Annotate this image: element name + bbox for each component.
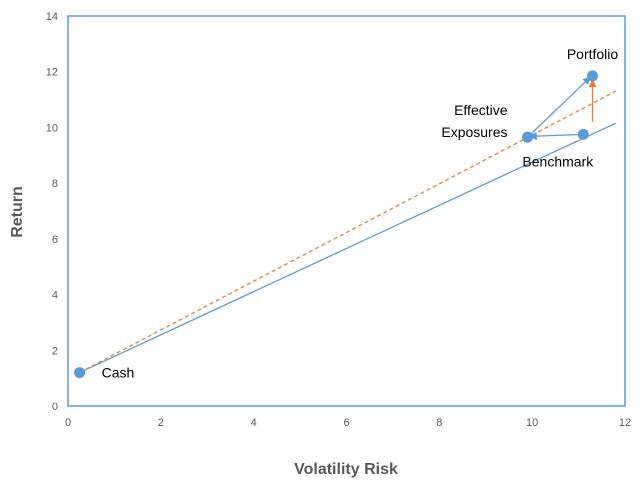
dashed-trend-line — [79, 90, 617, 374]
data-point — [577, 128, 589, 140]
y-tick-label: 2 — [52, 345, 58, 357]
point-label: Portfolio — [567, 46, 619, 62]
solid-trend-line — [79, 122, 616, 374]
point-labels: Cash Effective Exposures Benchmark Portfolio — [102, 46, 619, 381]
data-point — [522, 131, 534, 143]
y-tick-label: 10 — [46, 122, 58, 134]
y-tick-label: 8 — [52, 178, 58, 190]
x-tick-label: 10 — [526, 417, 538, 429]
x-tick-label: 8 — [436, 417, 442, 429]
plot-area-border — [67, 15, 626, 407]
y-tick-label: 12 — [46, 67, 58, 79]
x-tick-label: 2 — [158, 417, 164, 429]
data-points — [74, 70, 599, 379]
arrow — [527, 76, 591, 138]
y-axis-title: Return — [9, 186, 26, 238]
x-tick-label: 4 — [251, 417, 257, 429]
x-tick-label: 6 — [343, 417, 349, 429]
y-tick-label: 6 — [52, 234, 58, 246]
x-axis-title: Volatility Risk — [294, 461, 398, 478]
point-label: Cash — [102, 365, 135, 381]
x-axis-ticks: 0 2 4 6 8 10 12 — [65, 417, 631, 429]
y-tick-label: 0 — [52, 401, 58, 413]
y-tick-label: 4 — [52, 290, 58, 302]
x-tick-label: 0 — [65, 417, 71, 429]
data-point — [74, 367, 86, 379]
data-point — [587, 70, 599, 82]
y-axis-ticks: 0 2 4 6 8 10 12 14 — [46, 11, 58, 413]
x-tick-label: 12 — [619, 417, 631, 429]
point-label: Effective Exposures — [441, 102, 507, 140]
y-tick-label: 14 — [46, 11, 58, 23]
point-label: Benchmark — [522, 153, 594, 169]
trend-lines — [79, 90, 617, 374]
arrow — [528, 132, 584, 141]
arrows — [527, 76, 597, 141]
